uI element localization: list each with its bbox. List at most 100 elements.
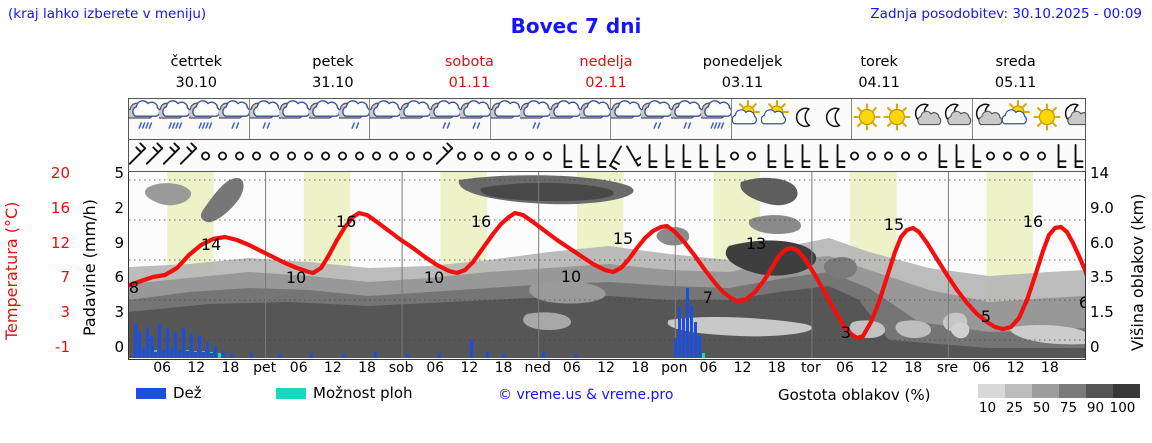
calm-icon: [453, 140, 470, 171]
temperature-annotation-10: 15: [884, 215, 904, 234]
axes.temperature_ticks-tick-5: -1: [55, 338, 70, 356]
axes.precipitation_ticks-tick-1: 2: [114, 198, 124, 217]
moon-cloud-icon: [971, 99, 1003, 139]
barb-sw-icon: [146, 140, 164, 171]
cloud-density-swatch-1: [1005, 384, 1032, 398]
day-date: 02.11: [585, 75, 627, 91]
temperature-annotation-5: 10: [561, 267, 581, 286]
day-name: sreda: [995, 54, 1036, 70]
axes.cloud_height_ticks-tick-1: 9.0: [1090, 198, 1114, 217]
calm-icon: [743, 140, 760, 171]
temperature-annotation-8: 13: [746, 234, 766, 253]
cloud-density-swatch-0: [978, 384, 1005, 398]
barb-nw-icon: [624, 140, 641, 171]
copyright-text: © vreme.us & vreme.pro: [498, 387, 674, 403]
precipitation-axis-ticks: 5 2 9 6 3 0: [104, 164, 124, 365]
last-update-text: Zadnja posodobitev: 30.10.2025 - 00:09: [870, 6, 1142, 22]
menu-hint-text: (kraj lahko izberete v meniju): [8, 6, 207, 22]
day-name: sobota: [444, 54, 494, 70]
barb-sw-icon: [129, 140, 147, 171]
moon-cloud-icon: [942, 99, 972, 139]
barb-n-icon: [556, 140, 573, 171]
x-axis-label-6: 18: [358, 360, 376, 376]
calm-icon: [317, 140, 334, 171]
calm-icon: [214, 140, 231, 171]
day-name: nedelja: [579, 54, 633, 70]
calm-icon: [487, 140, 504, 171]
precipitation-axis-title: Padavine (mm/h): [80, 199, 99, 336]
calm-icon: [726, 140, 743, 171]
day-name: četrtek: [170, 54, 223, 70]
barb-n-icon: [777, 140, 794, 171]
x-axis-label-22: 18: [904, 360, 923, 376]
cloud-density-legend-title: Gostota oblakov (%): [778, 386, 931, 404]
cloud-density-tick-0: 10: [978, 400, 997, 416]
cloudy-icon: [580, 99, 610, 139]
cloud-density-tick-2: 50: [1032, 400, 1051, 416]
rain-heavy-icon: [129, 99, 159, 139]
moon-cloud-icon: [1062, 99, 1085, 139]
day-header-5: torek 04.11: [811, 52, 948, 96]
barb-sw-icon: [163, 140, 181, 171]
axes.precipitation_ticks-tick-0: 5: [114, 164, 124, 182]
moon-icon: [791, 99, 821, 139]
axes.precipitation_ticks-tick-2: 9: [114, 233, 124, 252]
day-date: 30.10: [175, 75, 218, 91]
moon-cloud-icon: [912, 99, 942, 139]
cloud-density-tick-labels: 10 25 50 75 90 100: [974, 400, 1136, 416]
x-axis-label-10: 18: [494, 360, 513, 376]
legend-label-rain: Dež: [173, 384, 202, 402]
x-axis-label-1: 12: [187, 360, 206, 376]
axes.cloud_height_ticks-tick-5: 0: [1090, 338, 1100, 356]
sun-icon: [1032, 99, 1062, 139]
axes.cloud_height_ticks-tick-3: 3.5: [1090, 268, 1114, 287]
cloudy-icon: [369, 99, 400, 139]
barb-n-icon: [590, 140, 607, 171]
cloudy-icon: [610, 99, 641, 139]
x-axis-label-13: 12: [597, 360, 615, 376]
calm-icon: [385, 140, 402, 171]
calm-icon: [197, 140, 214, 171]
day-header-3: nedelja 02.11: [538, 52, 675, 96]
barb-n-icon: [1050, 140, 1067, 171]
x-axis-label-8: 06: [426, 360, 445, 376]
barb-n-icon: [692, 140, 709, 171]
axes.precipitation_ticks-tick-4: 3: [114, 303, 124, 322]
barb-sw-icon: [436, 140, 454, 171]
calm-icon: [1016, 140, 1033, 171]
barb-n-icon: [931, 140, 948, 171]
x-axis-label-12: 06: [562, 360, 581, 376]
temperature-annotation-1: 10: [286, 268, 306, 287]
x-axis-label-23: sre: [936, 360, 959, 376]
temperature-axis-title: Temperatura (°C): [2, 201, 21, 341]
barb-n-icon: [760, 140, 777, 171]
calm-icon: [1033, 140, 1050, 171]
day-name: ponedeljek: [702, 54, 783, 70]
day-header-2: sobota 01.11: [401, 52, 538, 96]
x-axis-label-11: ned: [524, 360, 551, 376]
day-date: 03.11: [721, 75, 764, 91]
rain-light-icon: [339, 99, 369, 139]
cloudy-icon: [279, 99, 310, 139]
day-date: 04.11: [858, 75, 900, 91]
showers-color-swatch: [276, 387, 306, 399]
calm-icon: [504, 140, 521, 171]
barb-n-icon: [1067, 140, 1084, 171]
axes.temperature_ticks-tick-3: 7: [60, 268, 70, 287]
calm-icon: [248, 140, 265, 171]
barb-ne-icon: [607, 140, 624, 171]
calm-icon: [283, 140, 300, 171]
x-axis-label-24: 06: [972, 360, 991, 376]
moon-icon: [821, 99, 851, 139]
barb-sw-icon: [180, 140, 198, 171]
calm-icon: [880, 140, 897, 171]
barb-n-icon: [965, 140, 982, 171]
x-axis-label-26: 18: [1040, 360, 1059, 376]
axes.precipitation_ticks-tick-3: 6: [114, 268, 124, 287]
x-axis-label-4: 06: [289, 360, 308, 376]
chart-canvas: 14 10 16 10 16 10 15 7 13 3 15 5 16 8 6: [129, 172, 1085, 358]
day-header-0: četrtek 30.10: [128, 52, 265, 96]
calm-icon: [470, 140, 487, 171]
day-name: petek: [312, 54, 354, 70]
